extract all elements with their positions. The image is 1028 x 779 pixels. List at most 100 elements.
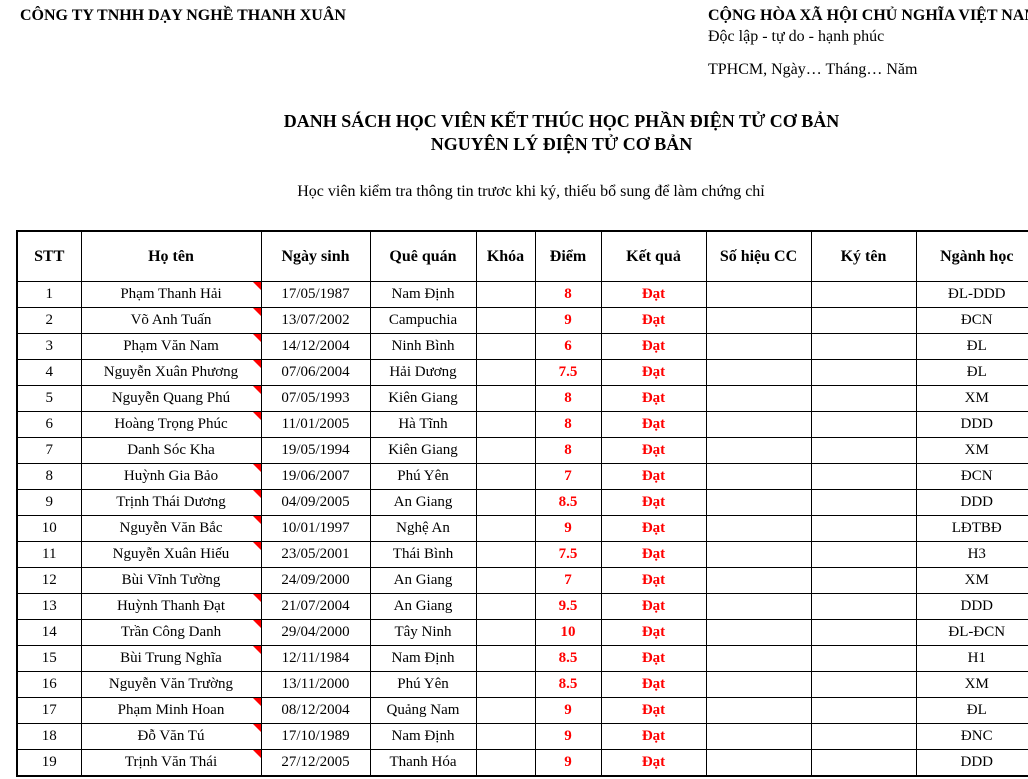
cell-name: Võ Anh Tuấn bbox=[80, 307, 262, 334]
cell-course bbox=[475, 437, 536, 464]
cell-score: 9 bbox=[534, 515, 602, 542]
cell-signature bbox=[810, 437, 917, 464]
cell-cert-no bbox=[705, 541, 812, 568]
table-row: 8 Huỳnh Gia Bảo 19/06/2007 Phú Yên 7 Đạt… bbox=[16, 463, 1028, 490]
cell-dob: 19/05/1994 bbox=[260, 437, 371, 464]
table-row: 6 Hoàng Trọng Phúc 11/01/2005 Hà Tĩnh 8 … bbox=[16, 411, 1028, 438]
cell-major: ĐL bbox=[915, 359, 1028, 386]
cell-result: Đạt bbox=[600, 749, 707, 777]
student-name: Phạm Thanh Hải bbox=[120, 286, 222, 302]
cell-signature bbox=[810, 541, 917, 568]
cell-dob: 11/01/2005 bbox=[260, 411, 371, 438]
cell-cert-no bbox=[705, 281, 812, 308]
cell-dob: 17/05/1987 bbox=[260, 281, 371, 308]
cell-dob: 29/04/2000 bbox=[260, 619, 371, 646]
cell-major: XM bbox=[915, 671, 1028, 698]
cell-major: XM bbox=[915, 437, 1028, 464]
column-header-major: Ngành học bbox=[915, 230, 1028, 282]
table-row: 16 Nguyễn Văn Trường 13/11/2000 Phú Yên … bbox=[16, 671, 1028, 698]
cell-result: Đạt bbox=[600, 333, 707, 360]
cell-major: ĐL bbox=[915, 697, 1028, 724]
cell-major: DDD bbox=[915, 749, 1028, 777]
cell-stt: 11 bbox=[16, 541, 82, 568]
cell-cert-no bbox=[705, 515, 812, 542]
cell-signature bbox=[810, 515, 917, 542]
cell-dob: 17/10/1989 bbox=[260, 723, 371, 750]
cell-result: Đạt bbox=[600, 723, 707, 750]
column-header-dob: Ngày sinh bbox=[260, 230, 371, 282]
cell-major: DDD bbox=[915, 593, 1028, 620]
student-name: Bùi Trung Nghĩa bbox=[120, 650, 222, 666]
cell-dob: 12/11/1984 bbox=[260, 645, 371, 672]
table-row: 18 Đỗ Văn Tú 17/10/1989 Nam Định 9 Đạt Đ… bbox=[16, 723, 1028, 750]
cell-course bbox=[475, 515, 536, 542]
student-table-body: 1 Phạm Thanh Hải 17/05/1987 Nam Định 8 Đ… bbox=[16, 281, 1028, 777]
cell-dob: 24/09/2000 bbox=[260, 567, 371, 594]
cell-major: XM bbox=[915, 567, 1028, 594]
cell-hometown: Kiên Giang bbox=[369, 385, 477, 412]
table-header-row: STT Họ tên Ngày sinh Quê quán Khóa Điểm … bbox=[16, 230, 1028, 282]
cell-course bbox=[475, 359, 536, 386]
cell-name: Trịnh Văn Thái bbox=[80, 749, 262, 777]
table-row: 1 Phạm Thanh Hải 17/05/1987 Nam Định 8 Đ… bbox=[16, 281, 1028, 308]
comment-indicator-icon bbox=[252, 386, 260, 394]
table-row: 7 Danh Sóc Kha 19/05/1994 Kiên Giang 8 Đ… bbox=[16, 437, 1028, 464]
cell-name: Huỳnh Gia Bảo bbox=[80, 463, 262, 490]
student-name: Danh Sóc Kha bbox=[127, 442, 215, 458]
column-header-name: Họ tên bbox=[80, 230, 262, 282]
cell-score: 8 bbox=[534, 437, 602, 464]
cell-signature bbox=[810, 411, 917, 438]
cell-hometown: Kiên Giang bbox=[369, 437, 477, 464]
cell-hometown: Ninh Bình bbox=[369, 333, 477, 360]
comment-indicator-icon bbox=[252, 620, 260, 628]
cell-major: DDD bbox=[915, 411, 1028, 438]
comment-indicator-icon bbox=[252, 412, 260, 420]
cell-signature bbox=[810, 593, 917, 620]
cell-dob: 07/06/2004 bbox=[260, 359, 371, 386]
cell-score: 7.5 bbox=[534, 541, 602, 568]
cell-result: Đạt bbox=[600, 489, 707, 516]
cell-dob: 23/05/2001 bbox=[260, 541, 371, 568]
cell-signature bbox=[810, 697, 917, 724]
cell-course bbox=[475, 541, 536, 568]
cell-score: 7 bbox=[534, 463, 602, 490]
cell-stt: 3 bbox=[16, 333, 82, 360]
document-title: DANH SÁCH HỌC VIÊN KẾT THÚC HỌC PHẦN ĐIỆ… bbox=[0, 110, 1028, 156]
cell-major: DDD bbox=[915, 489, 1028, 516]
national-title: CỘNG HÒA XÃ HỘI CHỦ NGHĨA VIỆT NAM bbox=[708, 7, 1028, 24]
cell-stt: 14 bbox=[16, 619, 82, 646]
table-row: 14 Trần Công Danh 29/04/2000 Tây Ninh 10… bbox=[16, 619, 1028, 646]
cell-hometown: An Giang bbox=[369, 489, 477, 516]
column-header-score: Điểm bbox=[534, 230, 602, 282]
column-header-course: Khóa bbox=[475, 230, 536, 282]
cell-hometown: Tây Ninh bbox=[369, 619, 477, 646]
cell-major: H3 bbox=[915, 541, 1028, 568]
cell-name: Nguyễn Quang Phú bbox=[80, 385, 262, 412]
cell-signature bbox=[810, 307, 917, 334]
cell-hometown: An Giang bbox=[369, 593, 477, 620]
cell-stt: 17 bbox=[16, 697, 82, 724]
cell-result: Đạt bbox=[600, 281, 707, 308]
cell-major: ĐNC bbox=[915, 723, 1028, 750]
comment-indicator-icon bbox=[252, 490, 260, 498]
cell-stt: 1 bbox=[16, 281, 82, 308]
table-row: 15 Bùi Trung Nghĩa 12/11/1984 Nam Định 8… bbox=[16, 645, 1028, 672]
cell-major: XM bbox=[915, 385, 1028, 412]
cell-signature bbox=[810, 567, 917, 594]
cell-cert-no bbox=[705, 645, 812, 672]
document-title-line1: DANH SÁCH HỌC VIÊN KẾT THÚC HỌC PHẦN ĐIỆ… bbox=[283, 111, 840, 131]
column-header-stt: STT bbox=[16, 230, 82, 282]
document-subtitle: Học viên kiểm tra thông tin trươc khi ký… bbox=[297, 183, 765, 200]
cell-course bbox=[475, 749, 536, 777]
cell-signature bbox=[810, 359, 917, 386]
student-table: STT Họ tên Ngày sinh Quê quán Khóa Điểm … bbox=[16, 230, 1028, 777]
cell-name: Trịnh Thái Dương bbox=[80, 489, 262, 516]
cell-result: Đạt bbox=[600, 697, 707, 724]
cell-course bbox=[475, 281, 536, 308]
cell-hometown: Hải Dương bbox=[369, 359, 477, 386]
comment-indicator-icon bbox=[252, 308, 260, 316]
place-date-line: TPHCM, Ngày… Tháng… Năm bbox=[708, 61, 918, 78]
cell-cert-no bbox=[705, 463, 812, 490]
cell-stt: 6 bbox=[16, 411, 82, 438]
comment-indicator-icon bbox=[252, 698, 260, 706]
